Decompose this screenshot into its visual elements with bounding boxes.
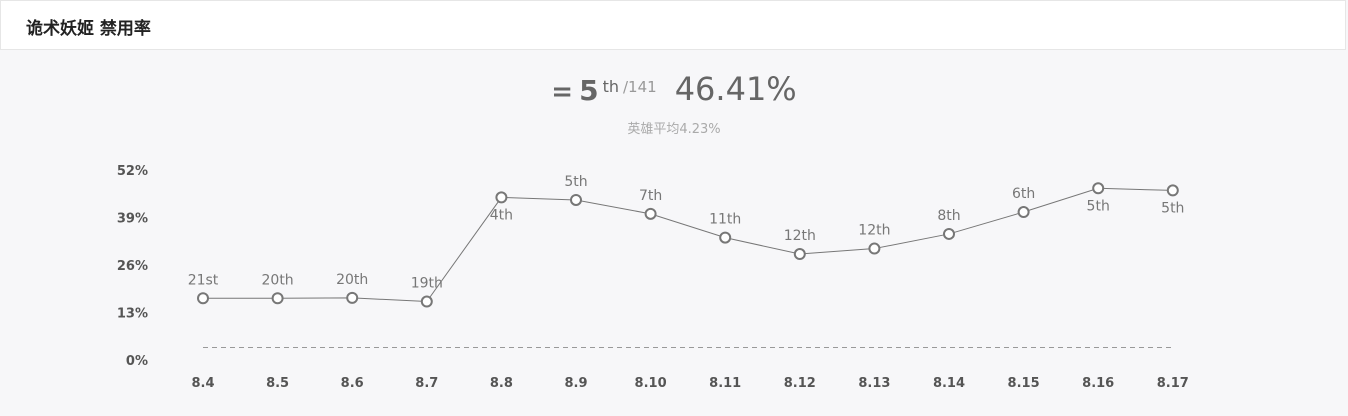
data-point[interactable]	[1017, 206, 1030, 219]
x-tick-label: 8.17	[1157, 376, 1189, 391]
x-tick-label: 8.16	[1082, 376, 1114, 391]
point-rank-label: 12th	[784, 228, 816, 244]
point-rank-label: 5th	[1161, 200, 1184, 216]
x-tick-label: 8.13	[858, 376, 890, 391]
y-tick-label: 0%	[126, 354, 148, 369]
data-point[interactable]	[271, 292, 284, 305]
point-rank-label: 11th	[709, 212, 741, 228]
y-tick-label: 26%	[117, 259, 148, 274]
point-rank-label: 21st	[188, 272, 219, 288]
x-tick-label: 8.9	[564, 376, 587, 391]
data-point[interactable]	[943, 227, 955, 240]
point-rank-label: 5th	[1087, 198, 1110, 214]
summary-stats: = 5 th /141 46.41%	[0, 70, 1348, 108]
data-point[interactable]	[793, 248, 806, 261]
rank-total: /141	[623, 78, 657, 96]
chart-header: 诡术妖姬 禁用率	[0, 0, 1346, 50]
x-tick-label: 8.12	[784, 376, 816, 391]
point-rank-label: 4th	[490, 207, 513, 223]
x-tick-label: 8.4	[191, 376, 214, 391]
data-point[interactable]	[719, 231, 732, 244]
point-labels: 21st 20th 20th 19th 4th 5th 7th 11th 12th 12th 8th…	[188, 174, 1185, 292]
x-tick-label: 8.15	[1008, 376, 1040, 391]
data-point[interactable]	[644, 207, 657, 220]
rank-number: 5	[579, 74, 599, 107]
data-point[interactable]	[570, 193, 582, 206]
rank-change-indicator: =	[551, 77, 574, 107]
point-rank-label: 20th	[262, 272, 294, 288]
data-points	[197, 182, 1179, 308]
average-label: 英雄平均4.23%	[627, 122, 721, 137]
data-point[interactable]	[1092, 182, 1105, 195]
ban-rate-value: 46.41%	[674, 70, 797, 108]
data-point[interactable]	[868, 242, 881, 255]
point-rank-label: 7th	[639, 188, 662, 204]
y-tick-label: 52%	[117, 164, 148, 179]
rank-line: = 5 th /141 46.41%	[551, 70, 796, 108]
page-title: 诡术妖姬 禁用率	[26, 19, 151, 39]
point-rank-label: 20th	[336, 272, 368, 288]
y-tick-label: 39%	[117, 212, 148, 227]
data-point[interactable]	[1166, 184, 1179, 197]
data-point[interactable]	[346, 291, 359, 304]
data-point[interactable]	[420, 295, 433, 308]
x-tick-label: 8.8	[490, 376, 513, 391]
x-tick-label: 8.6	[341, 376, 364, 391]
y-tick-label: 13%	[117, 307, 148, 322]
series-line	[203, 187, 1173, 303]
point-rank-label: 12th	[858, 223, 890, 239]
x-tick-label: 8.7	[415, 376, 438, 391]
point-rank-label: 6th	[1012, 186, 1035, 202]
x-tick-label: 8.5	[266, 376, 289, 391]
data-point[interactable]	[495, 191, 508, 204]
x-axis: 8.4 8.5 8.6 8.7 8.8 8.9 8.10 8.11 8.12 8.13 8.14 8.…	[191, 376, 1188, 391]
x-tick-label: 8.11	[709, 376, 741, 391]
point-rank-label: 19th	[411, 276, 443, 292]
y-axis: 0% 13% 26% 39% 52%	[117, 164, 148, 369]
rank-suffix: th	[602, 77, 619, 96]
data-point[interactable]	[197, 292, 209, 305]
point-rank-label: 8th	[937, 208, 960, 224]
point-rank-label: 5th	[564, 174, 587, 190]
x-tick-label: 8.14	[933, 376, 965, 391]
x-tick-label: 8.10	[635, 376, 667, 391]
